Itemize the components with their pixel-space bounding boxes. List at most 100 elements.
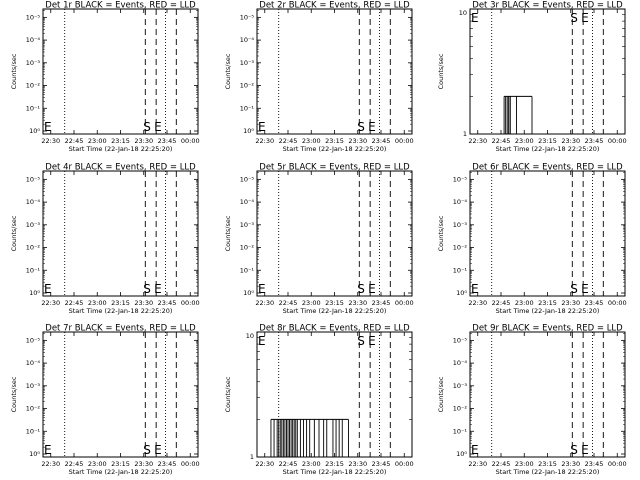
x-tick-label: 23:30 (348, 299, 367, 307)
y-tick-label: 10⁰ (29, 289, 40, 297)
x-tick-label: 22:30 (468, 137, 487, 145)
y-tick-label: 10⁻¹ (26, 427, 41, 435)
y-tick-label: 10⁰ (29, 450, 40, 458)
detector-panel: Det 2r BLACK = Events, RED = LLD 22:30 22:… (224, 1, 414, 154)
x-tick-label: 00:00 (181, 299, 200, 307)
y-tick-label: 10⁻² (26, 405, 41, 413)
y-axis-label: Counts/sec (224, 376, 232, 412)
marker-e: E (154, 443, 162, 457)
y-axis-label: Counts/sec (437, 215, 445, 251)
y-axis-label: Counts/sec (10, 376, 18, 412)
x-tick-label: 00:00 (608, 299, 627, 307)
y-axis-label: Counts/sec (224, 53, 232, 89)
y-tick-label: 10⁻³ (240, 59, 255, 67)
marker-e: E (581, 282, 589, 296)
x-tick-label: 22:30 (41, 137, 60, 145)
x-tick-label: 23:45 (585, 460, 604, 468)
x-tick-label: 23:00 (515, 299, 534, 307)
marker-e: E (154, 282, 162, 296)
y-axis-label: Counts/sec (10, 53, 18, 89)
x-tick-label: 23:30 (561, 137, 580, 145)
y-tick-label: 10 (459, 9, 467, 17)
y-tick-label: 10⁻⁵ (240, 13, 255, 21)
y-tick-label: 10⁻⁴ (240, 36, 255, 44)
y-tick-label: 10⁻² (240, 82, 255, 90)
marker-e: E (471, 282, 479, 296)
y-tick-label: 10⁻⁵ (453, 336, 468, 344)
x-tick-label: 23:30 (348, 137, 367, 145)
marker-e: E (258, 120, 266, 134)
x-axis-label: Start Time (22-Jan-18 22:25:20) (283, 145, 387, 153)
x-tick-label: 23:00 (88, 137, 107, 145)
x-tick-label: 00:00 (181, 460, 200, 468)
x-tick-label: 22:45 (492, 299, 511, 307)
plot-frame (42, 8, 199, 135)
y-axis-label: Counts/sec (224, 215, 232, 251)
x-tick-label: 23:15 (538, 460, 557, 468)
panel-title: Det 8r BLACK = Events, RED = LLD (259, 324, 410, 334)
marker-e: E (581, 11, 589, 25)
y-tick-label: 10⁻⁵ (26, 13, 41, 21)
y-tick-label: 10⁻¹ (26, 104, 41, 112)
y-tick-label: 10⁻⁴ (26, 36, 41, 44)
y-tick-label: 10⁻⁴ (26, 198, 41, 206)
y-axis-label: Counts/sec (437, 376, 445, 412)
y-tick-label: 1 (250, 453, 254, 461)
y-tick-label: 10⁻⁴ (453, 359, 468, 367)
x-tick-label: 00:00 (395, 299, 414, 307)
marker-s: S (143, 120, 151, 134)
y-tick-label: 10⁻² (453, 405, 468, 413)
marker-e: E (368, 120, 376, 134)
y-tick-label: 10⁻⁵ (26, 175, 41, 183)
detector-panel: Det 1r BLACK = Events, RED = LLD 22:30 22:… (10, 1, 200, 154)
detector-panel: Det 7r BLACK = Events, RED = LLD 22:30 22:… (10, 324, 200, 477)
x-tick-label: 22:45 (279, 137, 298, 145)
x-axis-label: Start Time (22-Jan-18 22:25:20) (69, 307, 173, 315)
y-tick-label: 10⁻³ (26, 382, 41, 390)
marker-s: S (357, 282, 365, 296)
x-axis-label: Start Time (22-Jan-18 22:25:20) (283, 468, 387, 476)
x-axis-label: Start Time (22-Jan-18 22:25:20) (69, 468, 173, 476)
x-tick-label: 22:45 (279, 299, 298, 307)
x-tick-label: 23:45 (372, 137, 391, 145)
detector-panel: Det 4r BLACK = Events, RED = LLD 22:30 22:… (10, 163, 200, 316)
x-tick-label: 23:45 (372, 299, 391, 307)
plot-frame (42, 170, 199, 297)
x-tick-label: 00:00 (395, 137, 414, 145)
marker-e: E (368, 282, 376, 296)
panel-title: Det 6r BLACK = Events, RED = LLD (472, 163, 623, 173)
y-tick-label: 10⁻³ (26, 221, 41, 229)
y-tick-label: 10⁻² (240, 244, 255, 252)
x-tick-label: 23:45 (158, 137, 177, 145)
y-tick-label: 10⁰ (456, 450, 467, 458)
y-tick-label: 10⁻² (453, 244, 468, 252)
x-tick-label: 00:00 (608, 460, 627, 468)
y-tick-label: 10⁻⁵ (26, 336, 41, 344)
x-tick-label: 23:45 (585, 137, 604, 145)
marker-s: S (357, 334, 365, 348)
y-tick-label: 10⁻¹ (453, 266, 468, 274)
x-tick-label: 23:45 (585, 299, 604, 307)
y-tick-label: 10⁰ (29, 127, 40, 135)
y-tick-label: 10⁻³ (453, 382, 468, 390)
x-tick-label: 23:15 (538, 137, 557, 145)
x-tick-label: 23:00 (515, 137, 534, 145)
x-axis-label: Start Time (22-Jan-18 22:25:20) (283, 307, 387, 315)
y-tick-label: 10⁻⁴ (240, 198, 255, 206)
x-tick-label: 23:15 (111, 460, 130, 468)
x-tick-label: 23:45 (372, 460, 391, 468)
y-tick-label: 10⁻¹ (26, 266, 41, 274)
panel-title: Det 2r BLACK = Events, RED = LLD (259, 1, 410, 11)
x-tick-label: 22:45 (492, 460, 511, 468)
x-tick-label: 23:15 (538, 299, 557, 307)
x-axis-label: Start Time (22-Jan-18 22:25:20) (496, 145, 600, 153)
plot-frame (469, 8, 626, 135)
x-tick-label: 23:30 (348, 460, 367, 468)
marker-e: E (44, 443, 52, 457)
panel-title: Det 1r BLACK = Events, RED = LLD (45, 1, 196, 11)
x-tick-label: 23:30 (134, 137, 153, 145)
y-tick-label: 10⁻¹ (240, 104, 255, 112)
marker-e: E (368, 334, 376, 348)
x-tick-label: 22:30 (41, 460, 60, 468)
